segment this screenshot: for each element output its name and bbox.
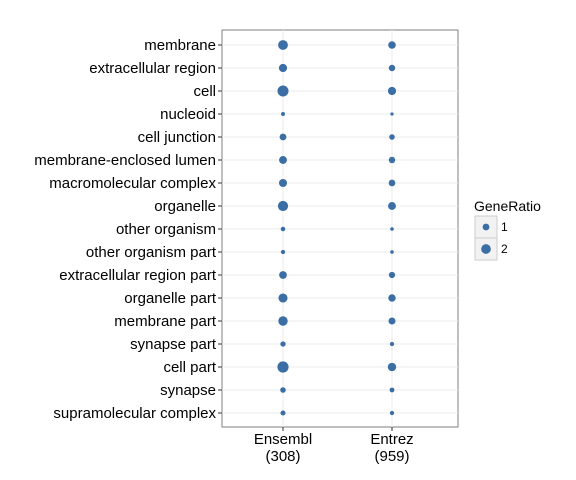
legend-key-point xyxy=(482,223,490,231)
data-point xyxy=(277,200,289,212)
data-point xyxy=(281,112,285,116)
data-point xyxy=(278,178,288,188)
data-point xyxy=(388,41,396,49)
data-point xyxy=(390,250,394,254)
data-point xyxy=(280,387,286,393)
data-point xyxy=(278,293,288,303)
y-tick-label: cell junction xyxy=(138,129,216,146)
y-tick-label: macromolecular complex xyxy=(49,175,216,192)
y-tick-label: extracellular region xyxy=(89,60,216,77)
x-tick-label: Ensembl xyxy=(254,431,312,448)
y-tick-label: membrane part xyxy=(114,313,217,330)
y-axis: membrane extracellular region cell nucleoid… xyxy=(34,37,222,422)
y-tick-label: nucleoid xyxy=(160,106,216,123)
data-point xyxy=(280,341,286,347)
data-point xyxy=(277,85,289,97)
y-tick-label: organelle xyxy=(154,198,216,215)
y-tick-label: extracellular region part xyxy=(59,267,217,284)
data-point xyxy=(280,249,286,255)
y-tick-label: organelle part xyxy=(124,290,217,307)
y-tick-label: synapse part xyxy=(130,336,217,353)
data-point xyxy=(280,226,286,232)
legend-title: GeneRatio xyxy=(474,198,541,214)
data-point xyxy=(388,156,396,164)
data-point xyxy=(278,316,288,326)
y-tick-label: cell part xyxy=(163,359,216,376)
points xyxy=(277,40,397,416)
y-tick-label: cell xyxy=(193,83,216,100)
data-point xyxy=(387,362,397,372)
y-tick-label: synapse xyxy=(160,382,216,399)
data-point xyxy=(389,410,395,416)
y-tick-label: other organism xyxy=(116,221,216,238)
data-point xyxy=(280,410,286,416)
x-tick-count: (308) xyxy=(265,448,300,465)
legend-key-point xyxy=(481,244,491,254)
legend-label: 1 xyxy=(501,220,508,234)
y-tick-label: membrane-enclosed lumen xyxy=(34,152,216,169)
data-point xyxy=(278,40,288,50)
data-point xyxy=(390,112,394,116)
data-point xyxy=(388,179,396,187)
data-point xyxy=(388,317,396,325)
data-point xyxy=(279,133,287,141)
data-point xyxy=(390,227,394,231)
data-point xyxy=(388,271,396,279)
data-point xyxy=(279,156,287,164)
y-tick-label: other organism part xyxy=(86,244,217,261)
x-tick-count: (959) xyxy=(374,448,409,465)
data-point xyxy=(389,341,395,347)
x-tick-label: Entrez xyxy=(370,431,413,448)
data-point xyxy=(389,134,395,140)
data-point xyxy=(277,361,289,373)
data-point xyxy=(389,387,395,393)
data-point xyxy=(388,202,396,210)
data-point xyxy=(388,294,396,302)
legend-label: 2 xyxy=(501,242,508,256)
legend: GeneRatio 1 2 xyxy=(474,198,541,261)
y-tick-label: membrane xyxy=(144,37,216,54)
data-point xyxy=(279,271,287,279)
x-axis: Ensembl(308) Entrez(959) xyxy=(254,427,414,465)
y-tick-label: supramolecular complex xyxy=(53,405,216,422)
data-point xyxy=(278,63,288,73)
data-point xyxy=(387,86,397,96)
data-point xyxy=(388,64,396,72)
